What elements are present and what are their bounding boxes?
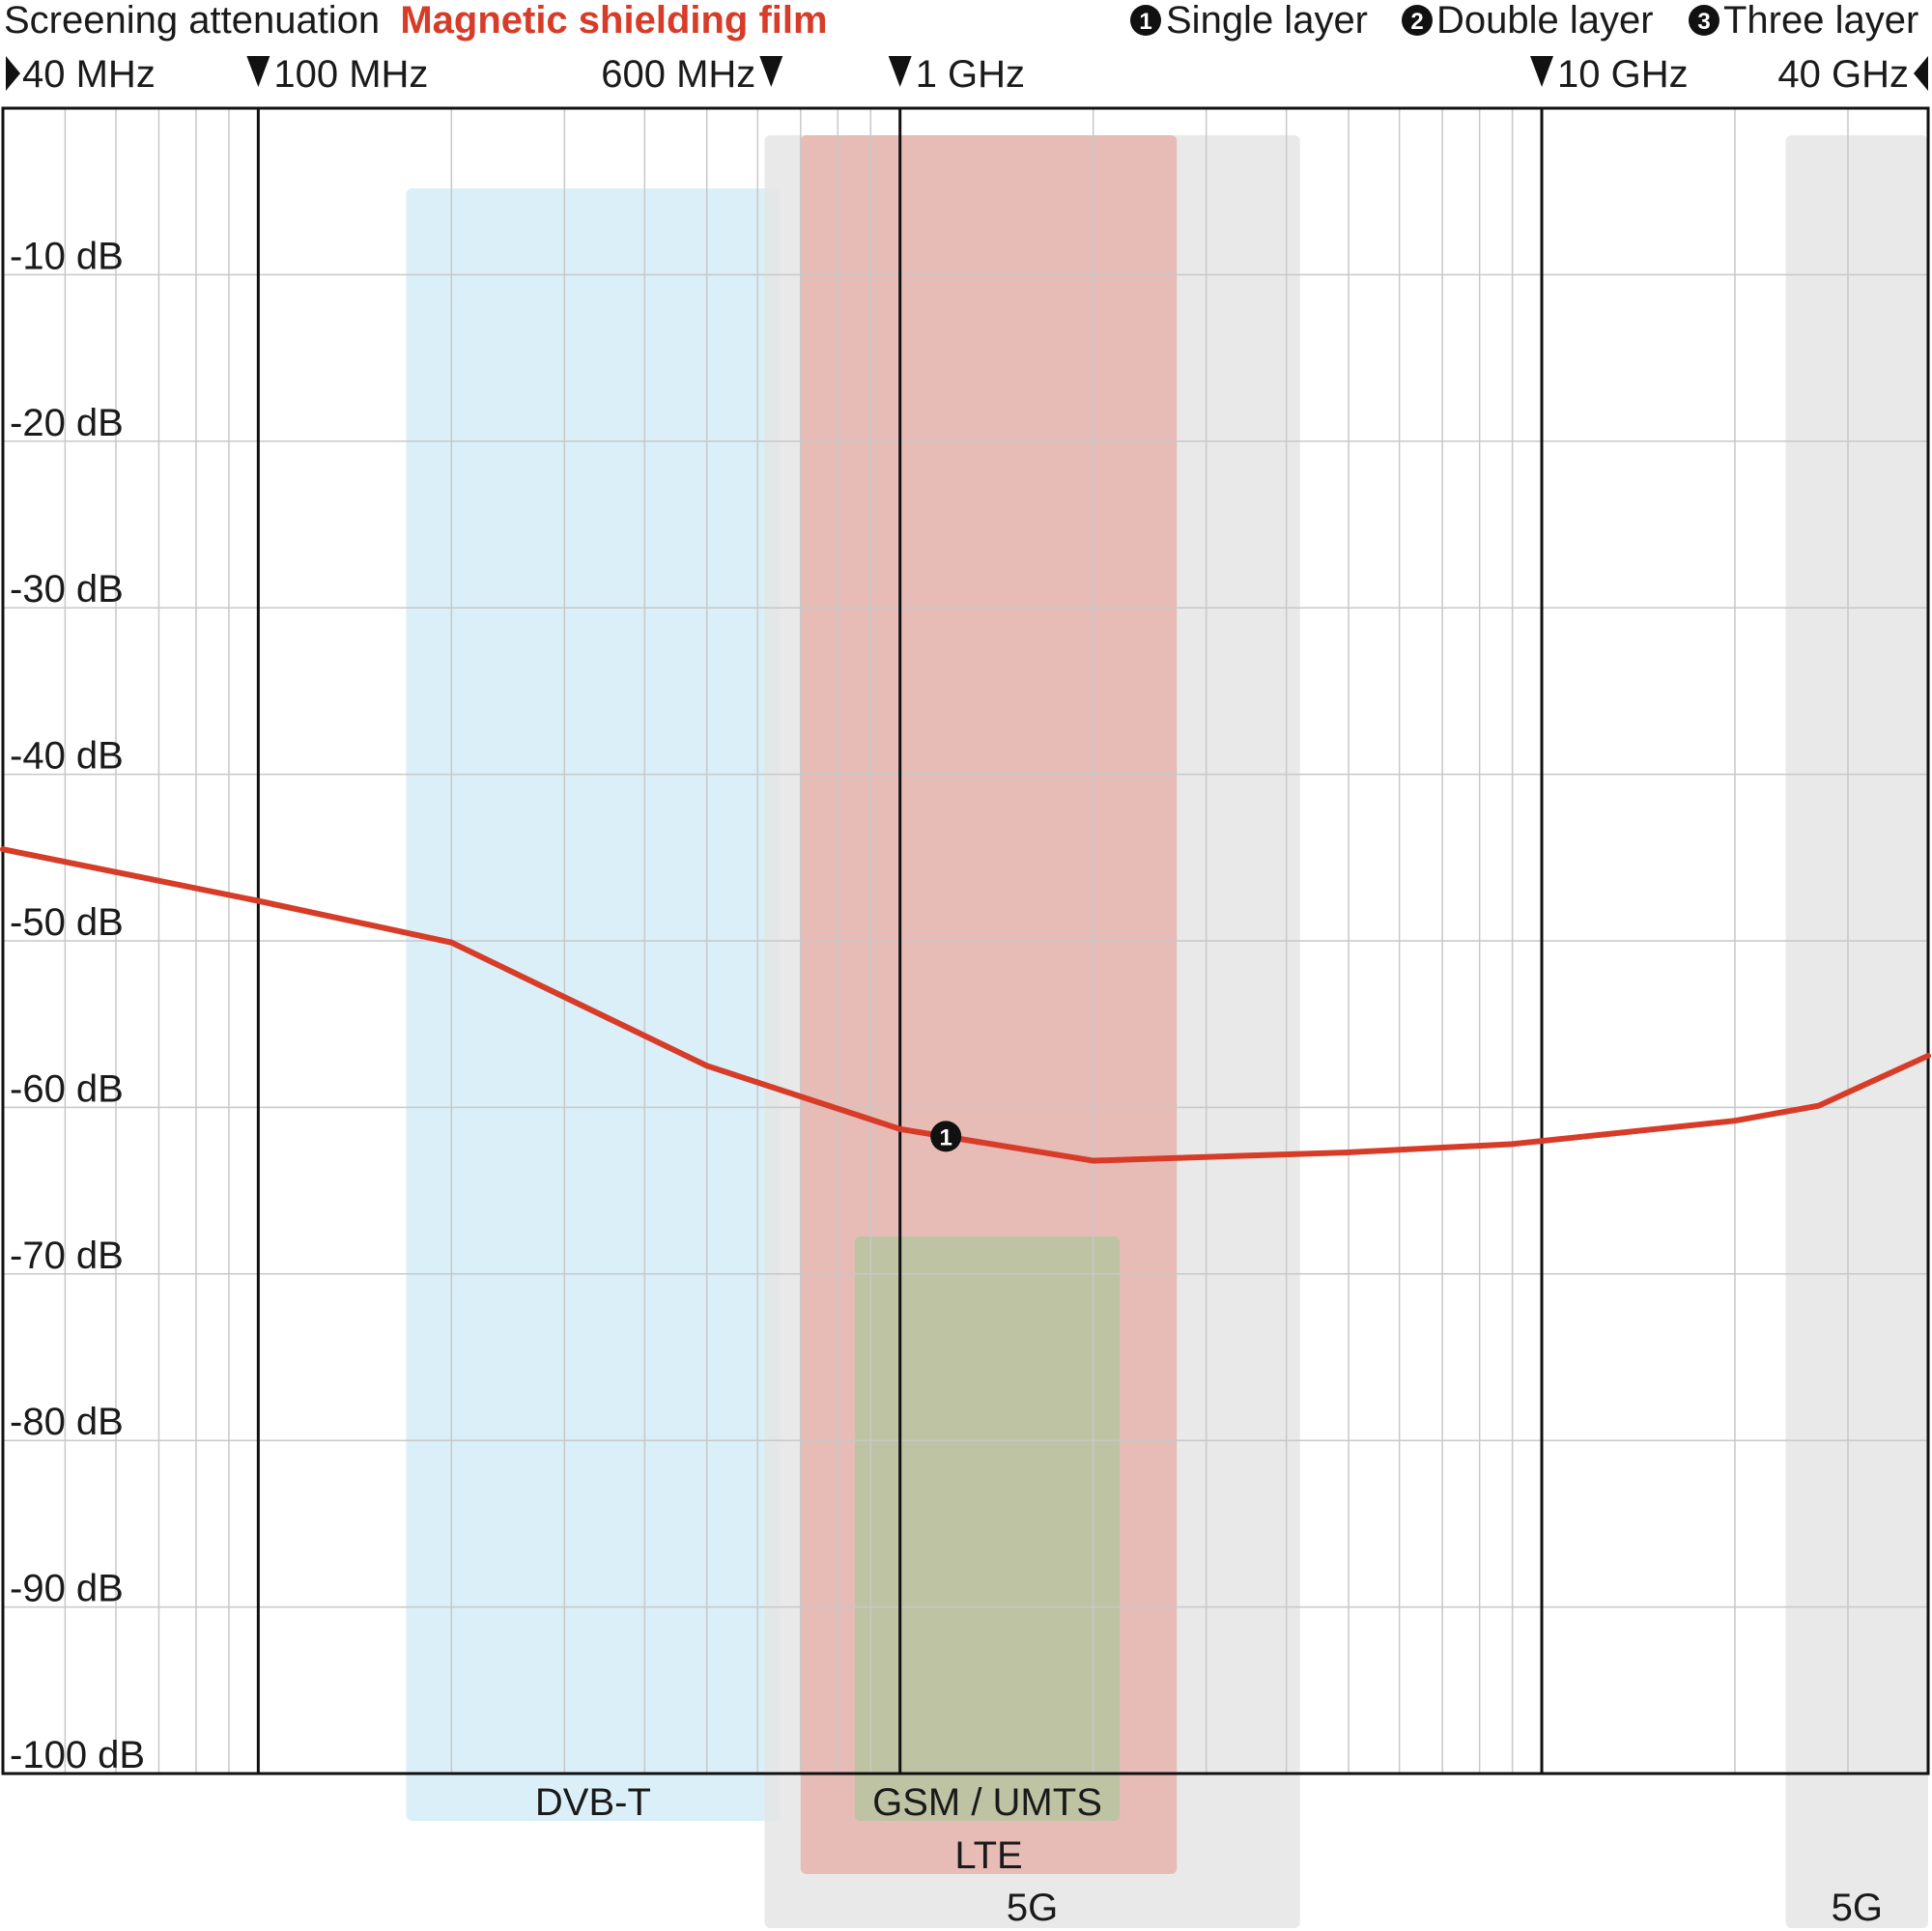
band-label-lte-3: LTE: [954, 1834, 1022, 1877]
series-1-point-0: [0, 846, 6, 853]
freq-label-100-mhz: 100 MHz: [273, 53, 428, 96]
y-tick-label-100: -100 dB: [10, 1734, 145, 1776]
freq-label-1-ghz: 1 GHz: [916, 53, 1025, 96]
title-product: Magnetic shielding film: [400, 0, 827, 42]
legend-marker-1-number: 1: [1139, 9, 1151, 35]
freq-label-600-mhz: 600 MHz: [601, 53, 755, 96]
y-tick-label-70: -70 dB: [10, 1235, 124, 1277]
series-1-point-7: [1509, 1141, 1516, 1148]
legend-marker-3-number: 3: [1697, 9, 1710, 35]
y-tick-label-50: -50 dB: [10, 901, 124, 944]
y-tick-label-20: -20 dB: [10, 402, 124, 444]
series-1-point-1: [255, 897, 262, 904]
freq-label-10-ghz: 10 GHz: [1557, 53, 1689, 96]
freq-arrow-40-ghz: [1914, 56, 1928, 91]
legend: 1 Single layer 2 Double layer 3 Three la…: [1130, 0, 1918, 42]
y-tick-label-10: -10 dB: [10, 235, 124, 277]
band-label-5g-1: 5G: [1007, 1887, 1058, 1929]
band-label-5g-2: 5G: [1832, 1887, 1883, 1929]
freq-arrow-600-mhz: [759, 56, 783, 87]
title-prefix: Screening attenuation: [4, 0, 380, 42]
series-1-point-10: [1925, 1052, 1931, 1059]
plot-frame: [1, 106, 1930, 1775]
legend-label-single-layer: Single layer: [1166, 0, 1368, 42]
series-1-point-4: [896, 1125, 903, 1132]
frequency-bands: [406, 135, 1928, 1928]
series-1-point-6: [1346, 1149, 1352, 1155]
freq-arrow-1-ghz: [888, 56, 912, 87]
band-label-dvb-t-0: DVB-T: [535, 1781, 651, 1824]
legend-item-double-layer: 2 Double layer: [1402, 0, 1654, 42]
freq-arrow-100-mhz: [246, 56, 270, 87]
series-1-point-9: [1815, 1102, 1822, 1109]
band-labels: DVB-T 5G 5G LTE GSM / UMTS: [535, 1781, 1883, 1929]
band-dvb-t-0: [406, 188, 781, 1821]
legend-marker-2-number: 2: [1410, 9, 1423, 35]
band-5g-2: [1785, 135, 1928, 1928]
y-tick-label-60: -60 dB: [10, 1067, 124, 1110]
band-label-gsm-umts-4: GSM / UMTS: [872, 1781, 1102, 1824]
series-marker-1-number: 1: [940, 1124, 952, 1150]
y-tick-label-30: -30 dB: [10, 568, 124, 611]
y-tick-labels: -10 dB -20 dB -30 dB -40 dB -50 dB -60 dB -70 …: [10, 235, 145, 1776]
y-tick-label-40: -40 dB: [10, 735, 124, 778]
freq-arrow-10-ghz: [1530, 56, 1554, 87]
series-marker-1: [930, 1121, 962, 1152]
legend-label-three-layer: Three layer: [1723, 0, 1918, 42]
legend-marker-3: [1689, 5, 1719, 36]
legend-marker-1: [1130, 5, 1161, 36]
series-1-point-3: [703, 1063, 710, 1069]
band-gsm-umts-4: [854, 1236, 1121, 1821]
series-layer: 1: [0, 846, 1931, 1164]
freq-label-40-mhz: 40 MHz: [22, 53, 156, 96]
freq-label-40-ghz: 40 GHz: [1777, 53, 1909, 96]
legend-label-double-layer: Double layer: [1436, 0, 1654, 42]
frequency-markers: 40 MHz 100 MHz 600 MHz 1 GHz 10 GHz 40 GHz: [6, 53, 1928, 96]
legend-item-three-layer: 3 Three layer: [1689, 0, 1918, 42]
chart-title: Screening attenuation Magnetic shielding…: [4, 0, 828, 42]
y-tick-label-90: -90 dB: [10, 1568, 124, 1610]
freq-arrow-40-mhz: [6, 56, 20, 91]
legend-marker-2: [1402, 5, 1433, 36]
series-1-point-8: [1732, 1118, 1739, 1124]
series-1-point-2: [448, 939, 455, 946]
series-1-point-5: [1090, 1157, 1096, 1164]
y-tick-label-80: -80 dB: [10, 1401, 124, 1443]
legend-item-single-layer: 1 Single layer: [1130, 0, 1368, 42]
